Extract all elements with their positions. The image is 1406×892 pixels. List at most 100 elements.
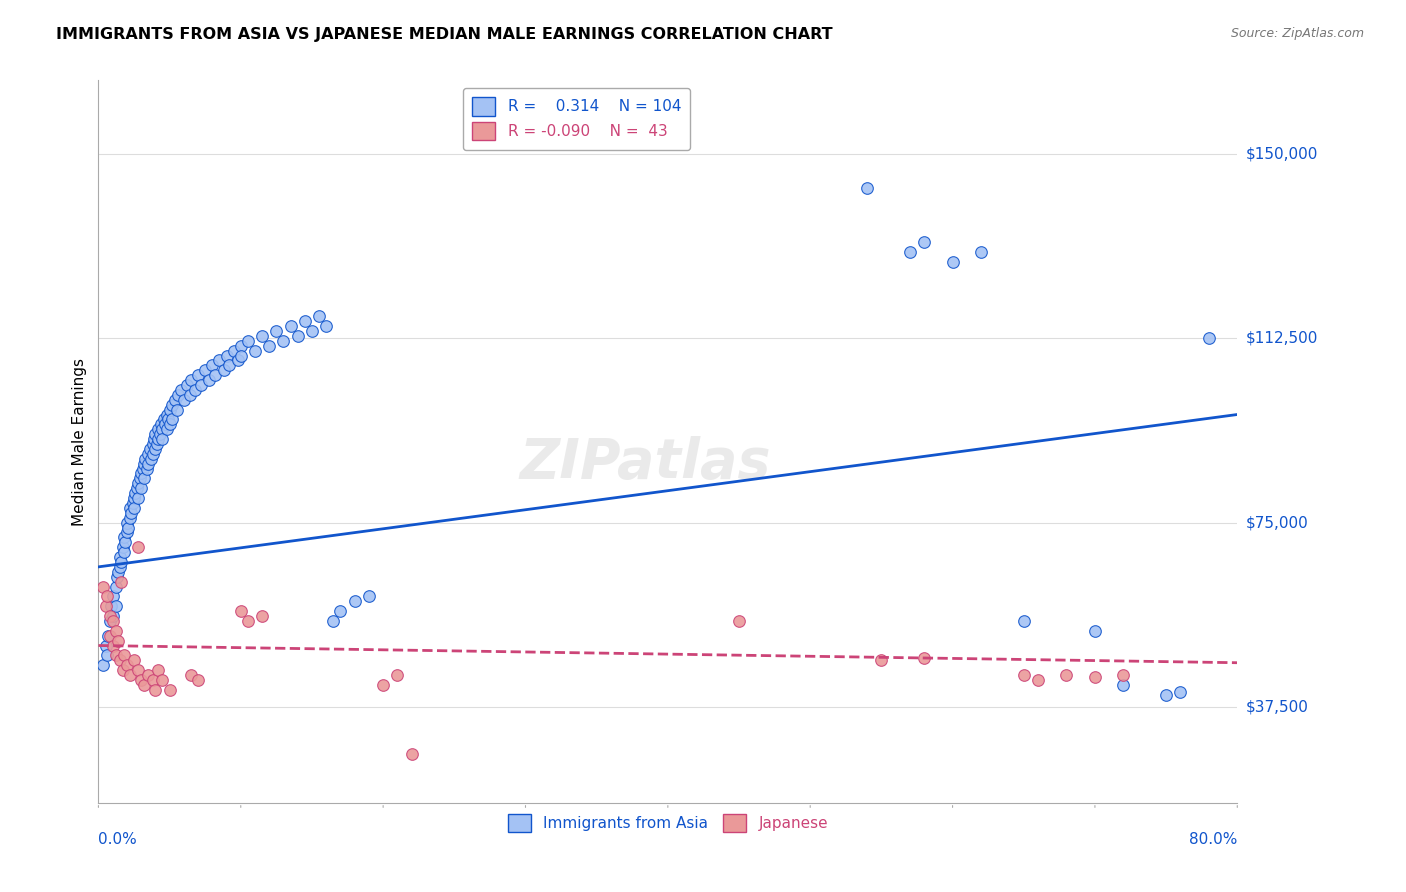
Point <box>125 481 148 495</box>
Point <box>101 639 124 653</box>
Point <box>96 590 118 604</box>
Point <box>104 624 127 638</box>
Point <box>118 668 141 682</box>
Point <box>112 545 135 559</box>
Point <box>124 486 146 500</box>
Point <box>112 648 135 663</box>
Point <box>98 609 121 624</box>
Text: $37,500: $37,500 <box>1246 699 1309 714</box>
Point <box>142 432 165 446</box>
Point <box>153 412 176 426</box>
Point <box>104 599 127 614</box>
Point <box>114 535 136 549</box>
Point <box>250 609 273 624</box>
Point <box>176 378 198 392</box>
Point <box>226 353 249 368</box>
Point <box>308 309 330 323</box>
Point <box>118 510 141 524</box>
Point <box>135 461 157 475</box>
Point <box>229 339 252 353</box>
Point <box>127 540 149 554</box>
Legend: Immigrants from Asia, Japanese: Immigrants from Asia, Japanese <box>502 807 834 838</box>
Point <box>122 491 145 505</box>
Point <box>145 682 167 697</box>
Point <box>870 653 893 667</box>
Point <box>115 658 138 673</box>
Point <box>134 451 156 466</box>
Point <box>1154 688 1177 702</box>
Point <box>208 353 231 368</box>
Point <box>167 388 190 402</box>
Point <box>159 682 181 697</box>
Point <box>201 359 224 373</box>
Point <box>243 343 266 358</box>
Point <box>912 650 935 665</box>
Point <box>259 339 281 353</box>
Point <box>180 668 202 682</box>
Point <box>387 668 409 682</box>
Point <box>148 432 170 446</box>
Point <box>138 442 160 456</box>
Point <box>198 373 221 387</box>
Point <box>287 329 309 343</box>
Point <box>118 500 141 515</box>
Point <box>222 343 245 358</box>
Point <box>159 402 181 417</box>
Point <box>184 383 207 397</box>
Point <box>266 324 288 338</box>
Point <box>179 388 201 402</box>
Point <box>129 467 152 481</box>
Point <box>166 402 188 417</box>
Point <box>329 604 352 618</box>
Point <box>229 349 252 363</box>
Point <box>121 496 143 510</box>
Point <box>294 314 316 328</box>
Point <box>212 363 235 377</box>
Point <box>856 181 879 195</box>
Point <box>1112 668 1135 682</box>
Point <box>148 422 170 436</box>
Point <box>152 432 174 446</box>
Point <box>229 604 252 618</box>
Point <box>129 673 152 687</box>
Point <box>942 255 965 269</box>
Point <box>315 319 337 334</box>
Point <box>187 673 209 687</box>
Point <box>1198 331 1220 345</box>
Point <box>145 442 167 456</box>
Point <box>150 417 173 432</box>
Point <box>1026 673 1049 687</box>
Point <box>110 574 132 589</box>
Point <box>322 614 344 628</box>
Y-axis label: Median Male Earnings: Median Male Earnings <box>72 358 87 525</box>
Point <box>101 614 124 628</box>
Point <box>111 540 134 554</box>
Point <box>155 417 177 432</box>
Point <box>156 422 179 436</box>
Point <box>111 663 134 677</box>
Point <box>127 491 149 505</box>
Point <box>162 412 184 426</box>
Point <box>157 412 180 426</box>
Point <box>146 437 169 451</box>
Point <box>1084 624 1107 638</box>
Point <box>122 653 145 667</box>
Point <box>236 614 259 628</box>
Point <box>104 648 127 663</box>
Point <box>204 368 226 383</box>
Text: $112,500: $112,500 <box>1246 331 1317 346</box>
Point <box>145 427 167 442</box>
Point <box>98 614 121 628</box>
Point <box>1056 668 1078 682</box>
Point <box>250 329 273 343</box>
Point <box>149 427 172 442</box>
Point <box>1170 685 1192 699</box>
Point <box>127 476 149 491</box>
Point <box>132 471 155 485</box>
Point <box>122 500 145 515</box>
Point <box>357 590 380 604</box>
Point <box>1084 670 1107 684</box>
Point <box>215 349 238 363</box>
Point <box>152 422 174 436</box>
Point <box>194 363 217 377</box>
